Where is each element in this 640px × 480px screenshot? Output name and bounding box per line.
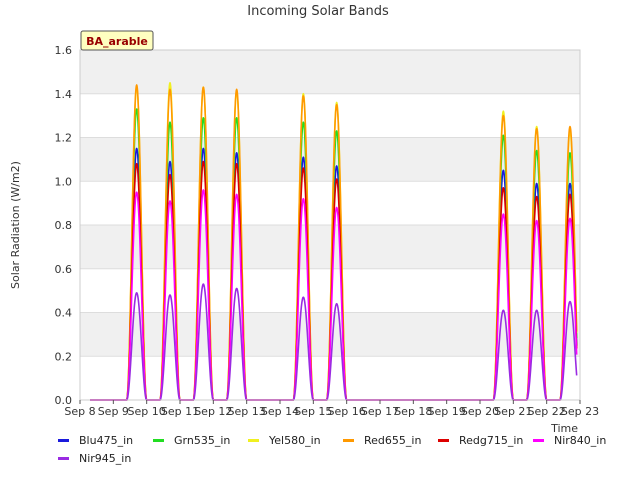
background-band — [80, 137, 580, 182]
annotation-label: BA_arable — [86, 35, 148, 48]
background-band — [80, 93, 580, 138]
legend-label: Nir945_in — [79, 452, 132, 465]
x-tick-label: Sep 15 — [294, 405, 332, 418]
legend-item-yel580_in: Yel580_in — [248, 434, 321, 447]
x-tick-label: Sep 18 — [394, 405, 432, 418]
y-tick-label: 0.2 — [55, 350, 73, 363]
x-tick-label: Sep 20 — [461, 405, 499, 418]
legend-label: Red655_in — [364, 434, 422, 447]
legend-swatch — [533, 439, 544, 442]
y-axis-label: Solar Radiation (W/m2) — [9, 161, 22, 289]
y-axis-ticks: 0.0 0.2 0.4 0.6 0.8 1.0 1.2 1.4 1.6 — [55, 44, 73, 407]
legend-swatch — [343, 439, 354, 442]
x-tick-label: Sep 17 — [361, 405, 399, 418]
y-tick-label: 0.8 — [55, 219, 73, 232]
chart-title: Incoming Solar Bands — [247, 4, 389, 19]
x-tick-label: Sep 8 — [64, 405, 95, 418]
series-line-nir945_in — [89, 283, 578, 401]
legend-label: Redg715_in — [459, 434, 524, 447]
legend-label: Yel580_in — [269, 434, 321, 447]
x-tick-label: Sep 21 — [494, 405, 532, 418]
x-tick-label: Sep 12 — [194, 405, 232, 418]
legend-swatch — [248, 439, 259, 442]
legend-label: Grn535_in — [174, 434, 231, 447]
x-tick-label: Sep 11 — [161, 405, 199, 418]
x-tick-label: Sep 14 — [261, 405, 299, 418]
y-tick-label: 1.0 — [55, 175, 73, 188]
y-tick-label: 0.0 — [55, 394, 73, 407]
legend-item-blu475_in: Blu475_in — [58, 434, 133, 447]
plot-frame — [79, 49, 581, 401]
x-tick-label: Sep 10 — [128, 405, 166, 418]
legend-item-red655_in: Red655_in — [343, 434, 421, 447]
y-tick-label: 0.6 — [55, 263, 73, 276]
legend-item-grn535_in: Grn535_in — [153, 434, 230, 447]
legend-swatch — [438, 439, 449, 442]
y-tick-label: 1.6 — [55, 44, 73, 57]
background-band — [80, 225, 580, 269]
legend-label: Nir840_in — [554, 434, 607, 447]
series-line-nir840_in — [89, 189, 578, 401]
x-tick-label: Sep 13 — [228, 405, 266, 418]
x-axis-label: Time — [550, 422, 578, 435]
background-band — [80, 181, 580, 225]
y-tick-label: 1.2 — [55, 132, 73, 145]
x-tick-label: Sep 22 — [528, 405, 566, 418]
legend-item-nir945_in: Nir945_in — [58, 452, 131, 465]
legend-item-redg715_in: Redg715_in — [438, 434, 523, 447]
annotation-box: BA_arable — [80, 30, 154, 51]
background-band — [80, 50, 580, 94]
x-tick-label: Sep 9 — [98, 405, 129, 418]
y-tick-label: 1.4 — [55, 88, 73, 101]
legend-swatch — [153, 439, 164, 442]
legend-swatch — [58, 439, 69, 442]
legend-item-nir840_in: Nir840_in — [533, 434, 606, 447]
legend-swatch — [58, 457, 69, 460]
y-tick-label: 0.4 — [55, 307, 73, 320]
x-tick-label: Sep 23 — [561, 405, 599, 418]
x-tick-label: Sep 16 — [328, 405, 366, 418]
x-tick-label: Sep 19 — [428, 405, 466, 418]
legend-label: Blu475_in — [79, 434, 134, 447]
series-lines — [89, 82, 578, 401]
